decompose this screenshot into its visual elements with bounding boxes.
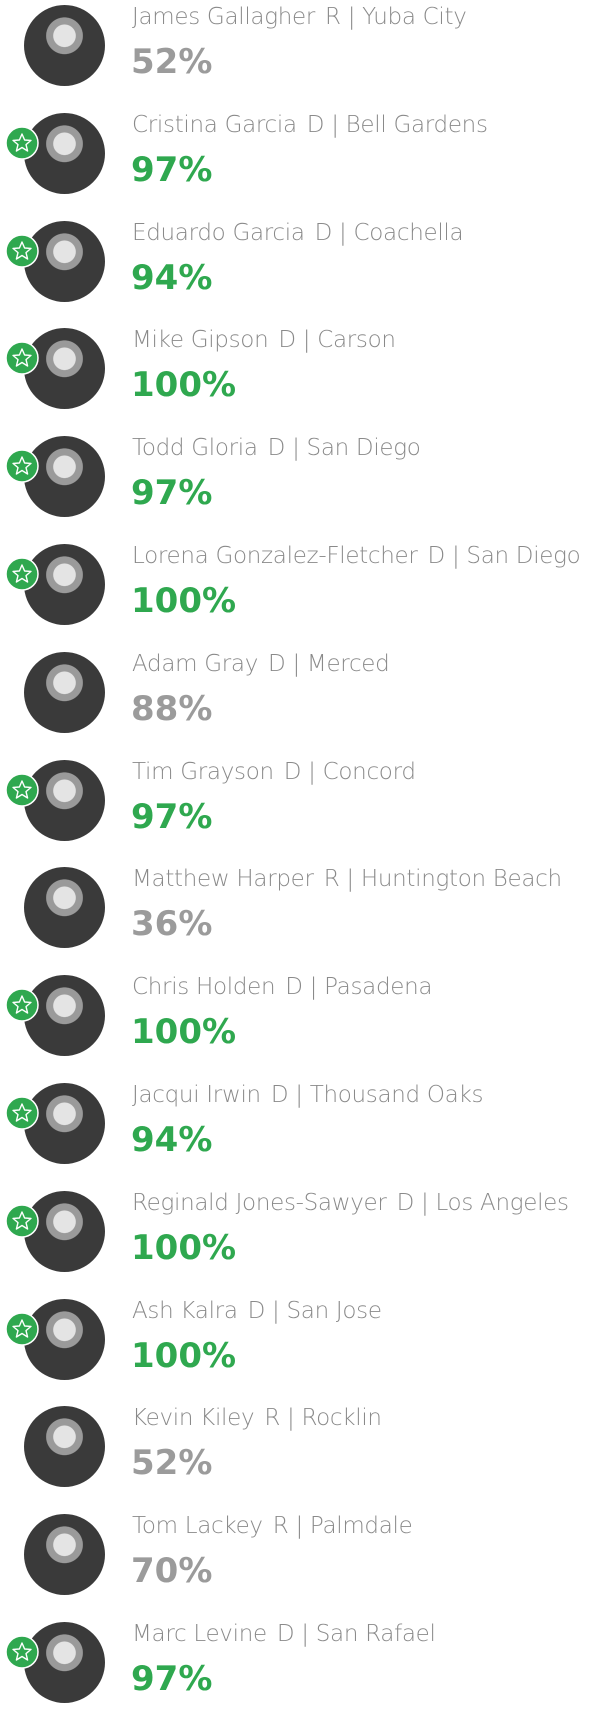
name-line: Todd Gloria D | San Diego xyxy=(132,435,421,461)
legislator-name: Reginald Jones-Sawyer xyxy=(132,1190,387,1216)
score: 100% xyxy=(131,1228,236,1268)
legislator-name: Chris Holden xyxy=(132,974,275,1000)
score: 97% xyxy=(131,797,212,837)
score: 94% xyxy=(131,258,212,298)
legislator-name: Tim Grayson xyxy=(132,759,274,785)
legislator-row: Lorena Gonzalez-Fletcher D | San Diego 100… xyxy=(0,539,611,647)
champion-badge xyxy=(5,988,39,1022)
score: 52% xyxy=(131,1443,212,1483)
champion-badge xyxy=(5,1312,39,1346)
affiliation: D | Thousand Oaks xyxy=(271,1082,483,1108)
affiliation: D | Carson xyxy=(278,327,395,353)
affiliation: R | Yuba City xyxy=(325,4,467,30)
photo xyxy=(24,652,105,733)
champion-badge xyxy=(5,449,39,483)
legislator-row: Reginald Jones-Sawyer D | Los Angeles 100% xyxy=(0,1186,611,1294)
name-line: Matthew Harper R | Huntington Beach xyxy=(132,866,562,892)
name-line: Tim Grayson D | Concord xyxy=(132,759,416,785)
legislator-name: Ash Kalra xyxy=(132,1298,238,1324)
champion-badge xyxy=(5,234,39,268)
affiliation: D | Pasadena xyxy=(285,974,432,1000)
legislator-row: Kevin Kiley R | Rocklin 52% xyxy=(0,1401,611,1509)
affiliation: D | Los Angeles xyxy=(397,1190,569,1216)
legislator-row: Matthew Harper R | Huntington Beach 36% xyxy=(0,862,611,970)
name-line: James Gallagher R | Yuba City xyxy=(132,4,467,30)
photo xyxy=(24,867,105,948)
score: 97% xyxy=(131,473,212,513)
legislator-row: Eduardo Garcia D | Coachella 94% xyxy=(0,216,611,324)
legislator-row: Jacqui Irwin D | Thousand Oaks 94% xyxy=(0,1078,611,1186)
legislator-row: Tim Grayson D | Concord 97% xyxy=(0,755,611,863)
affiliation: R | Rocklin xyxy=(264,1405,381,1431)
name-line: Mike Gipson D | Carson xyxy=(132,327,396,353)
photo xyxy=(24,1514,105,1595)
affiliation: D | Merced xyxy=(268,651,389,677)
photo xyxy=(24,1406,105,1487)
champion-badge xyxy=(5,126,39,160)
affiliation: D | San Diego xyxy=(428,543,581,569)
affiliation: D | Coachella xyxy=(315,220,464,246)
champion-badge xyxy=(5,1635,39,1669)
name-line: Jacqui Irwin D | Thousand Oaks xyxy=(132,1082,483,1108)
legislator-row: Mike Gipson D | Carson 100% xyxy=(0,323,611,431)
legislator-name: Mike Gipson xyxy=(132,327,268,353)
legislator-row: Marc Levine D | San Rafael 97% xyxy=(0,1617,611,1725)
legislator-name: Adam Gray xyxy=(132,651,258,677)
score: 97% xyxy=(131,1659,212,1699)
photo xyxy=(24,5,105,86)
legislator-name: Marc Levine xyxy=(132,1621,267,1647)
legislator-name: Eduardo Garcia xyxy=(132,220,305,246)
legislator-row: Tom Lackey R | Palmdale 70% xyxy=(0,1509,611,1617)
champion-badge xyxy=(5,1096,39,1130)
legislator-name: Cristina Garcia xyxy=(132,112,297,138)
score: 52% xyxy=(131,42,212,82)
legislator-name: Jacqui Irwin xyxy=(132,1082,261,1108)
score: 100% xyxy=(131,581,236,621)
legislator-row: Chris Holden D | Pasadena 100% xyxy=(0,970,611,1078)
legislator-name: James Gallagher xyxy=(132,4,315,30)
affiliation: D | Bell Gardens xyxy=(307,112,488,138)
name-line: Adam Gray D | Merced xyxy=(132,651,389,677)
champion-badge xyxy=(5,1204,39,1238)
affiliation: D | San Diego xyxy=(268,435,421,461)
score: 100% xyxy=(131,365,236,405)
name-line: Marc Levine D | San Rafael xyxy=(132,1621,436,1647)
name-line: Eduardo Garcia D | Coachella xyxy=(132,220,463,246)
name-line: Chris Holden D | Pasadena xyxy=(132,974,432,1000)
affiliation: R | Palmdale xyxy=(273,1513,413,1539)
legislator-name: Lorena Gonzalez-Fletcher xyxy=(132,543,418,569)
legislator-row: Cristina Garcia D | Bell Gardens 97% xyxy=(0,108,611,216)
legislator-name: Todd Gloria xyxy=(132,435,258,461)
name-line: Lorena Gonzalez-Fletcher D | San Diego xyxy=(132,543,580,569)
affiliation: R | Huntington Beach xyxy=(324,866,562,892)
score: 70% xyxy=(131,1551,212,1591)
legislator-name: Kevin Kiley xyxy=(132,1405,254,1431)
legislator-name: Tom Lackey xyxy=(132,1513,263,1539)
champion-badge xyxy=(5,773,39,807)
affiliation: D | San Jose xyxy=(248,1298,382,1324)
affiliation: D | Concord xyxy=(284,759,416,785)
score: 97% xyxy=(131,150,212,190)
name-line: Cristina Garcia D | Bell Gardens xyxy=(132,112,488,138)
name-line: Tom Lackey R | Palmdale xyxy=(132,1513,412,1539)
page: James Gallagher R | Yuba City 52% Cristina … xyxy=(0,0,611,1701)
score: 100% xyxy=(131,1012,236,1052)
name-line: Kevin Kiley R | Rocklin xyxy=(132,1405,382,1431)
legislator-row: Adam Gray D | Merced 88% xyxy=(0,647,611,755)
name-line: Ash Kalra D | San Jose xyxy=(132,1298,382,1324)
name-line: Reginald Jones-Sawyer D | Los Angeles xyxy=(132,1190,569,1216)
score: 94% xyxy=(131,1120,212,1160)
champion-badge xyxy=(5,557,39,591)
legislator-name: Matthew Harper xyxy=(132,866,314,892)
score: 88% xyxy=(131,689,212,729)
score: 36% xyxy=(131,904,212,944)
champion-badge xyxy=(5,341,39,375)
legislator-row: James Gallagher R | Yuba City 52% xyxy=(0,0,611,108)
legislator-row: Ash Kalra D | San Jose 100% xyxy=(0,1294,611,1402)
score: 100% xyxy=(131,1336,236,1376)
legislator-row: Todd Gloria D | San Diego 97% xyxy=(0,431,611,539)
affiliation: D | San Rafael xyxy=(277,1621,436,1647)
